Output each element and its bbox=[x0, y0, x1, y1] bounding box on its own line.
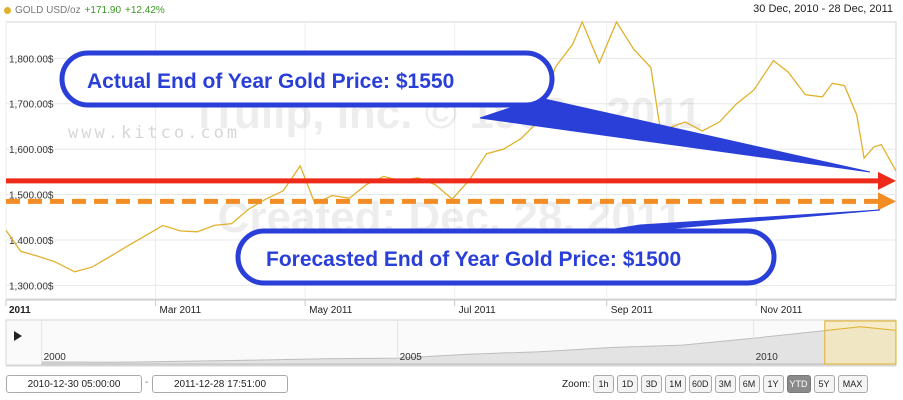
actual-callout-pointer bbox=[479, 97, 871, 173]
y-axis: 1,300.00$ 1,400.00$ 1,500.00$ 1,600.00$ 1,70… bbox=[9, 54, 54, 292]
x-axis: 2011 Mar 2011 May 2011 Jul 2011 Sep 2011 Nov … bbox=[5, 299, 896, 316]
y-tick-label: 1,600.00$ bbox=[9, 145, 54, 156]
x-tick-label: Mar 2011 bbox=[160, 305, 202, 316]
forecast-callout-bubble bbox=[235, 228, 777, 286]
legend-change-pct: +12.42% bbox=[125, 4, 165, 16]
zoom-label: Zoom: bbox=[562, 379, 591, 390]
navigator-label: 2000 bbox=[44, 352, 67, 363]
zoom-button-3m[interactable]: 3M bbox=[714, 375, 736, 393]
zoom-button-1m[interactable]: 1M bbox=[665, 375, 686, 393]
date-separator: - bbox=[145, 377, 149, 388]
zoom-button-max[interactable]: MAX bbox=[837, 375, 868, 393]
navigator-labels: 2000 2005 2010 bbox=[41, 321, 779, 364]
x-tick-label: May 2011 bbox=[309, 305, 353, 316]
navigator-label: 2005 bbox=[400, 352, 423, 363]
series-legend[interactable]: GOLD USD/oz +171.90 +12.42% bbox=[4, 2, 165, 18]
x-tick-label: Sep 2011 bbox=[611, 305, 654, 316]
reference-arrowhead-icon bbox=[878, 171, 896, 190]
y-tick-label: 1,500.00$ bbox=[9, 191, 54, 202]
actual-callout-bubble bbox=[59, 50, 555, 108]
zoom-buttons: 1h 1D 3D 1M 60D 3M 6M 1Y YTD 5Y MAX bbox=[593, 375, 868, 393]
from-date-input[interactable]: 2010-12-30 05:00:00 bbox=[6, 375, 142, 393]
y-tick-label: 1,300.00$ bbox=[9, 281, 54, 292]
zoom-button-1y[interactable]: 1Y bbox=[762, 375, 784, 393]
gold-price-line bbox=[5, 20, 897, 273]
to-date-input[interactable]: 2011-12-28 17:51:00 bbox=[152, 375, 288, 393]
reference-arrowhead-icon bbox=[878, 192, 896, 211]
legend-dot-icon bbox=[4, 6, 11, 14]
zoom-button-1h[interactable]: 1h bbox=[593, 375, 614, 393]
zoom-button-1d[interactable]: 1D bbox=[617, 375, 638, 393]
legend-change-abs: +171.90 bbox=[84, 4, 122, 16]
zoom-button-5y[interactable]: 5Y bbox=[813, 375, 835, 393]
navigator-selection-line bbox=[824, 326, 896, 332]
actual-callout-text: Actual End of Year Gold Price: $1550 bbox=[87, 70, 454, 93]
date-range-text: 30 Dec, 2010 - 28 Dec, 2011 bbox=[753, 3, 893, 15]
y-tick-label: 1,700.00$ bbox=[9, 100, 54, 111]
zoom-button-3d[interactable]: 3D bbox=[641, 375, 662, 393]
x-tick-label: Jul 2011 bbox=[459, 305, 497, 316]
forecast-callout-text: Forecasted End of Year Gold Price: $1500 bbox=[266, 248, 681, 271]
zoom-button-6m[interactable]: 6M bbox=[738, 375, 760, 393]
play-icon[interactable] bbox=[14, 331, 22, 341]
reference-lines bbox=[6, 171, 896, 211]
navigator-label: 2010 bbox=[756, 352, 779, 363]
x-tick-label: 2011 bbox=[9, 305, 31, 316]
y-tick-label: 1,800.00$ bbox=[9, 54, 54, 65]
x-tick-label: Nov 2011 bbox=[760, 305, 803, 316]
legend-symbol: GOLD USD/oz bbox=[15, 4, 81, 16]
zoom-button-ytd[interactable]: YTD bbox=[786, 375, 811, 393]
y-tick-label: 1,400.00$ bbox=[9, 236, 54, 247]
watermark-url: www.kitco.com bbox=[68, 123, 240, 143]
navigator-selection[interactable] bbox=[824, 320, 897, 365]
zoom-button-60d[interactable]: 60D bbox=[689, 375, 712, 393]
